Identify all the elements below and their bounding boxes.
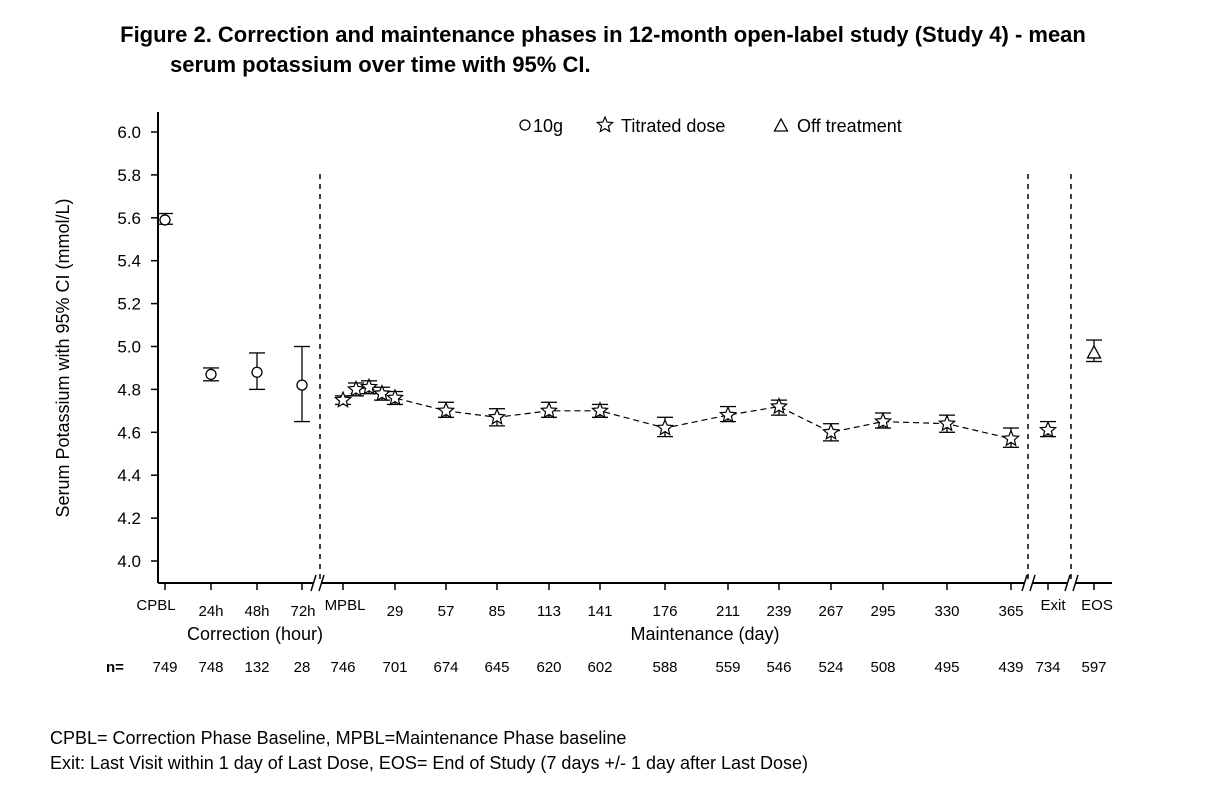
x-tick-label: 29 — [387, 603, 404, 620]
y-tick-label: 4.0 — [117, 552, 141, 571]
x-tick-label: 330 — [934, 603, 959, 620]
data-point-star — [385, 388, 405, 406]
n-value: 28 — [294, 659, 311, 676]
x-tick-label: 72h — [290, 603, 315, 620]
axis-break-mark — [1021, 574, 1028, 592]
data-point-circle — [296, 379, 308, 391]
n-value: 524 — [818, 659, 843, 676]
data-point-star — [655, 418, 675, 436]
axis-break-mark — [318, 574, 325, 592]
x-tick-label: 113 — [537, 603, 561, 620]
data-point-triangle — [1086, 344, 1102, 359]
y-tick-label: 4.6 — [117, 423, 141, 442]
y-tick-label: 5.2 — [117, 295, 141, 314]
n-value: 748 — [198, 659, 223, 676]
data-point-star — [1038, 420, 1058, 438]
data-point-circle — [205, 368, 217, 381]
data-point-star — [359, 377, 379, 395]
data-point-star — [821, 422, 841, 441]
legend-marker-star — [595, 115, 615, 133]
data-point-star — [1001, 429, 1021, 447]
x-tick-label: 141 — [587, 603, 612, 620]
legend-label-10g: 10g — [533, 116, 563, 136]
data-point-star — [346, 379, 366, 398]
axis-break-mark — [1029, 574, 1036, 592]
y-tick-label: 4.4 — [117, 466, 141, 485]
data-point-star — [436, 401, 456, 419]
x-tick-label: 176 — [652, 603, 677, 620]
x-tick-label: 239 — [766, 603, 791, 620]
n-value: 132 — [244, 659, 269, 676]
x-tick-label: Exit — [1040, 597, 1066, 614]
n-value: 645 — [484, 659, 509, 676]
chart-svg: 6.0 5.8 5.6 5.4 5.2 5.0 4.8 4.6 4.4 4.2 4.0 Serum P… — [53, 112, 1113, 676]
footnotes: CPBL= Correction Phase Baseline, MPBL=Ma… — [50, 726, 808, 776]
n-value: 734 — [1035, 659, 1060, 676]
data-point-star — [718, 405, 738, 423]
n-value: 602 — [587, 659, 612, 676]
axis-break-mark — [1072, 574, 1079, 592]
data-point-star — [333, 390, 353, 408]
data-point-star — [769, 396, 789, 415]
n-value: 559 — [715, 659, 740, 676]
legend-label-titrated: Titrated dose — [621, 116, 725, 136]
n-value: 495 — [934, 659, 959, 676]
legend-label-off-treatment: Off treatment — [797, 116, 902, 136]
x-tick-label: CPBL — [136, 597, 175, 614]
data-point-circle — [159, 214, 171, 226]
legend-marker-circle — [519, 119, 531, 131]
y-tick-label: 4.2 — [117, 509, 141, 528]
footnote-abbreviations: CPBL= Correction Phase Baseline, MPBL=Ma… — [50, 728, 627, 748]
x-tick-label: 211 — [716, 603, 740, 620]
data-point-star — [873, 412, 893, 430]
x-tick-label: 57 — [438, 603, 455, 620]
data-point-star — [539, 401, 559, 419]
data-point-star — [487, 407, 507, 426]
n-value: 749 — [152, 659, 177, 676]
n-value: 746 — [330, 659, 355, 676]
axis-break-mark — [1064, 574, 1071, 592]
n-value: 620 — [536, 659, 561, 676]
x-tick-label: 24h — [198, 603, 223, 620]
series-line-titrated — [342, 386, 1012, 440]
y-tick-label: 4.8 — [117, 380, 141, 399]
n-value: 546 — [766, 659, 791, 676]
phase-label-correction: Correction (hour) — [187, 624, 323, 644]
y-tick-label: 6.0 — [117, 123, 141, 142]
legend-marker-triangle — [773, 117, 789, 132]
y-tick-label: 5.8 — [117, 166, 141, 185]
x-tick-label: 85 — [489, 603, 506, 620]
figure-title-line-2: serum potassium over time with 95% CI. — [170, 52, 591, 77]
footnote-exit-eos: Exit: Last Visit within 1 day of Last Do… — [50, 753, 809, 773]
x-tick-label: 267 — [818, 603, 843, 620]
y-tick-label: 5.4 — [117, 252, 141, 271]
x-tick-label: 295 — [870, 603, 895, 620]
data-point-star — [937, 414, 957, 432]
data-point-star — [590, 401, 610, 419]
n-value: 439 — [998, 659, 1023, 676]
x-tick-label: 48h — [244, 603, 269, 620]
x-tick-label: MPBL — [325, 597, 366, 614]
n-label: n= — [106, 659, 124, 676]
n-value: 508 — [870, 659, 895, 676]
data-point-circle — [251, 366, 263, 378]
y-axis-label: Serum Potassium with 95% CI (mmol/L) — [53, 198, 73, 517]
n-value: 597 — [1081, 659, 1106, 676]
x-tick-label: EOS — [1081, 597, 1113, 614]
n-value: 674 — [433, 659, 458, 676]
axis-break-mark — [310, 574, 317, 592]
figure-title: Figure 2. Correction and maintenance pha… — [0, 20, 1206, 80]
y-tick-label: 5.0 — [117, 338, 141, 357]
x-tick-label: 365 — [998, 603, 1023, 620]
n-value: 588 — [652, 659, 677, 676]
y-tick-label: 5.6 — [117, 209, 141, 228]
n-value: 701 — [382, 659, 407, 676]
figure-title-line-1: Figure 2. Correction and maintenance pha… — [120, 22, 1086, 47]
phase-label-maintenance: Maintenance (day) — [630, 624, 779, 644]
